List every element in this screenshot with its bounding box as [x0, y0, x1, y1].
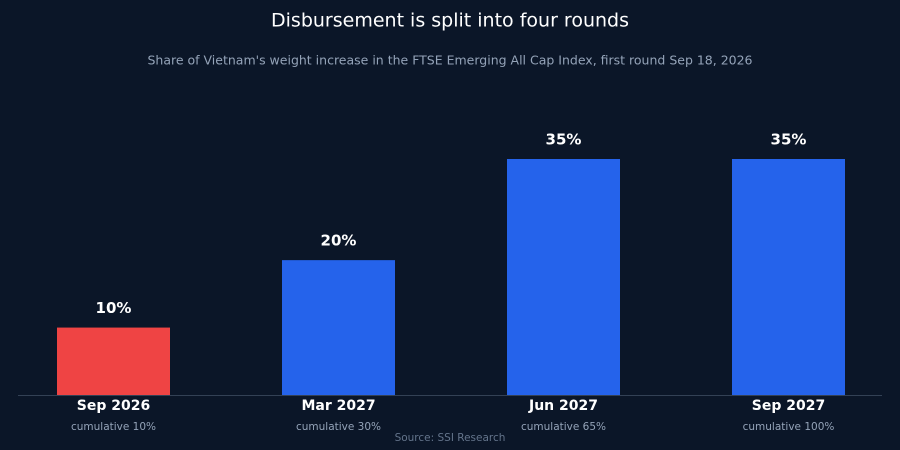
chart-title: Disbursement is split into four rounds — [271, 10, 629, 32]
category-note: cumulative 10% — [71, 421, 156, 433]
bar — [507, 159, 620, 395]
x-tick-label: Jun 2027 — [528, 398, 598, 414]
bar — [57, 327, 170, 395]
category-note: cumulative 30% — [296, 421, 381, 433]
data-label: 20% — [321, 232, 357, 250]
bar — [282, 260, 395, 395]
bar — [732, 159, 845, 395]
x-tick-label: Sep 2026 — [77, 398, 150, 414]
source: Source: SSI Research — [395, 432, 506, 444]
data-label: 35% — [771, 131, 807, 149]
data-label: 10% — [96, 299, 132, 317]
x-tick-label: Mar 2027 — [301, 398, 375, 414]
x-tick-label: Sep 2027 — [752, 398, 825, 414]
category-note: cumulative 100% — [743, 421, 835, 433]
data-label: 35% — [546, 131, 582, 149]
category-note: cumulative 65% — [521, 421, 606, 433]
chart-subtitle: Share of Vietnam's weight increase in th… — [147, 53, 752, 68]
